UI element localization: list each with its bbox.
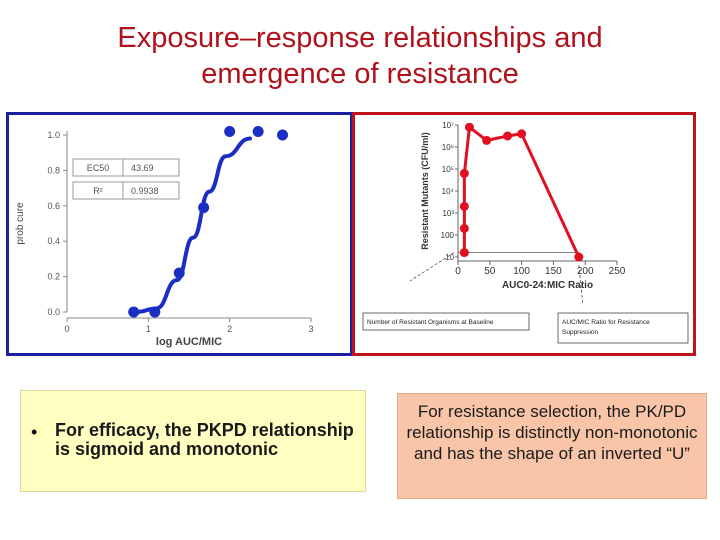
y-tick-label: 0.0 [47,307,60,317]
resistance-series-line [462,124,581,258]
right-chart-panel: 10 100 10³ 10⁴ 10⁵ 10⁶ 10⁷ 0 50 100 150 200 250 AUC0-… [352,112,696,356]
y-tick-label: 10 [445,253,454,262]
y-tick-label: 0.4 [47,236,60,246]
bullet-marker: • [31,422,38,442]
x-axis-label: AUC0-24:MIC Ratio [502,280,593,291]
data-point [252,125,264,137]
stats-value-cell [122,158,180,177]
data-point [198,202,210,214]
y-tick-label: 100 [441,231,455,240]
efficacy-note-text: For efficacy, the PKPD relationship is s… [55,420,354,459]
y-tick-label: 1.0 [47,130,60,140]
data-point [459,248,469,258]
y-tick-label: 10⁵ [442,165,454,174]
data-point [459,201,469,211]
x-tick-label: 250 [609,266,626,277]
y-tick-label: 10³ [442,209,454,218]
baseline-callout-line [409,252,455,282]
data-point [503,131,513,141]
x-tick-label: 1 [146,324,151,334]
y-tick-label: 0.6 [47,201,60,211]
data-point [149,306,161,318]
y-tick-label: 0.8 [47,165,60,175]
y-axis-label: prob cure [15,202,26,245]
data-point [459,168,469,178]
x-tick-label: 0 [455,266,461,277]
resistant-mutants-chart: 10 100 10³ 10⁴ 10⁵ 10⁶ 10⁷ 0 50 100 150 200 250 AUC0-… [362,121,689,344]
resistance-note-box: For resistance selection, the PK/PD rela… [397,393,707,499]
resistance-note-text: For resistance selection, the PK/PD rela… [406,402,698,463]
suppression-annotation-text: AUC/MIC Ratio for Resistance Suppression [562,319,650,336]
data-point [173,267,185,279]
left-chart-panel: 0.0 0.2 0.4 0.6 0.8 1.0 0 1 2 3 log AUC/MIC prob cu… [6,112,353,356]
data-point [277,129,289,141]
stats-label: EC50 [87,163,110,173]
x-tick-label: 100 [513,266,530,277]
x-tick-label: 0 [64,324,69,334]
x-tick-label: 50 [484,266,496,277]
y-tick-label: 10⁷ [442,121,454,130]
slide-title-line-2: emergence of resistance [201,58,519,90]
data-point [459,223,469,233]
stats-value: 0.9938 [131,186,159,196]
x-tick-label: 3 [308,324,313,334]
suppression-callout-line [578,264,584,306]
y-tick-label: 10⁴ [442,187,455,196]
prob-cure-chart: 0.0 0.2 0.4 0.6 0.8 1.0 0 1 2 3 log AUC/MIC prob cu… [15,125,314,348]
y-tick-label: 0.2 [47,272,60,282]
data-point [128,306,140,318]
x-tick-label: 150 [545,266,562,277]
stats-value-cell [122,181,180,200]
data-point [517,129,527,139]
slide-title: Exposure–response relationships and emer… [0,20,720,92]
y-tick-label: 10⁶ [442,143,454,152]
slide-title-line-1: Exposure–response relationships and [117,22,603,54]
data-point [482,135,492,145]
y-axis-label: Resistant Mutants (CFU/ml) [420,132,430,250]
suppression-annotation-box [557,312,689,344]
stats-label: R² [93,186,103,196]
x-tick-label: 200 [577,266,594,277]
baseline-annotation-text: Number of Resistant Organisms at Baselin… [367,319,494,326]
stats-value: 43.69 [131,163,154,173]
baseline-annotation-box [362,312,530,331]
data-point [574,252,584,262]
data-point [464,122,474,132]
x-axis-label: log AUC/MIC [156,336,222,348]
data-point [224,125,236,137]
efficacy-note-box: • For efficacy, the PKPD relationship is… [20,390,366,492]
x-tick-label: 2 [227,324,232,334]
